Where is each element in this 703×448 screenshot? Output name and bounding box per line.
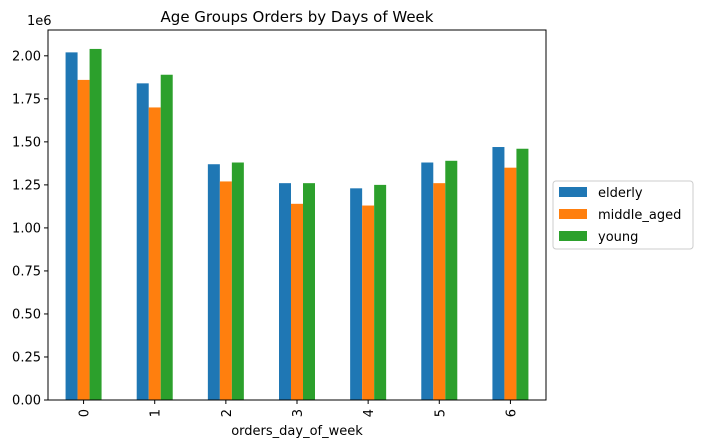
bar-middle_aged-5 xyxy=(433,183,446,400)
bar-middle_aged-2 xyxy=(219,181,232,400)
y-tick-label: 1.50 xyxy=(12,135,41,150)
bar-middle_aged-1 xyxy=(148,107,161,400)
y-tick-label: 0.50 xyxy=(12,307,41,322)
y-tick-label: 1.25 xyxy=(12,178,41,193)
bar-elderly-0 xyxy=(65,52,78,400)
bar-elderly-5 xyxy=(421,162,434,400)
chart-title: Age Groups Orders by Days of Week xyxy=(161,8,434,26)
legend-label-young: young xyxy=(598,230,638,245)
x-axis-label: orders_day_of_week xyxy=(231,424,363,439)
bar-middle_aged-3 xyxy=(291,203,303,400)
legend-swatch-elderly xyxy=(559,187,587,197)
legend-swatch-middle_aged xyxy=(559,209,587,219)
y-scale-note: 1e6 xyxy=(27,14,52,29)
bar-young-2 xyxy=(231,162,244,400)
x-tick-label: 6 xyxy=(504,409,519,417)
bar-elderly-4 xyxy=(350,188,363,400)
x-tick-label: 0 xyxy=(78,409,93,417)
x-tick-label: 3 xyxy=(291,409,306,417)
legend-box xyxy=(552,180,694,250)
bar-middle_aged-6 xyxy=(504,167,517,400)
y-tick-label: 0.00 xyxy=(12,394,41,409)
x-tick-label: 4 xyxy=(362,409,377,417)
bar-young-4 xyxy=(374,184,387,400)
x-tick-label: 2 xyxy=(220,409,235,417)
y-tick-label: 0.25 xyxy=(12,350,41,365)
bar-young-6 xyxy=(516,148,529,400)
bar-young-5 xyxy=(445,160,458,400)
bar-elderly-3 xyxy=(279,183,291,400)
bar-elderly-1 xyxy=(136,83,149,400)
legend-swatch-young xyxy=(559,231,587,241)
y-tick-label: 0.75 xyxy=(12,264,41,279)
bar-young-3 xyxy=(303,183,315,400)
y-tick-label: 1.75 xyxy=(12,92,41,107)
bar-middle_aged-0 xyxy=(77,79,90,400)
legend-label-middle_aged: middle_aged xyxy=(598,208,681,223)
bar-young-1 xyxy=(160,74,173,400)
bar-young-0 xyxy=(89,48,102,400)
x-tick-label: 5 xyxy=(433,409,448,417)
y-tick-label: 1.00 xyxy=(12,221,41,236)
y-tick-label: 2.00 xyxy=(12,49,41,64)
legend-label-elderly: elderly xyxy=(598,186,643,201)
bar-elderly-6 xyxy=(492,147,505,400)
x-tick-label: 1 xyxy=(149,409,164,417)
bar-elderly-2 xyxy=(207,164,220,400)
bar-middle_aged-4 xyxy=(362,205,375,400)
